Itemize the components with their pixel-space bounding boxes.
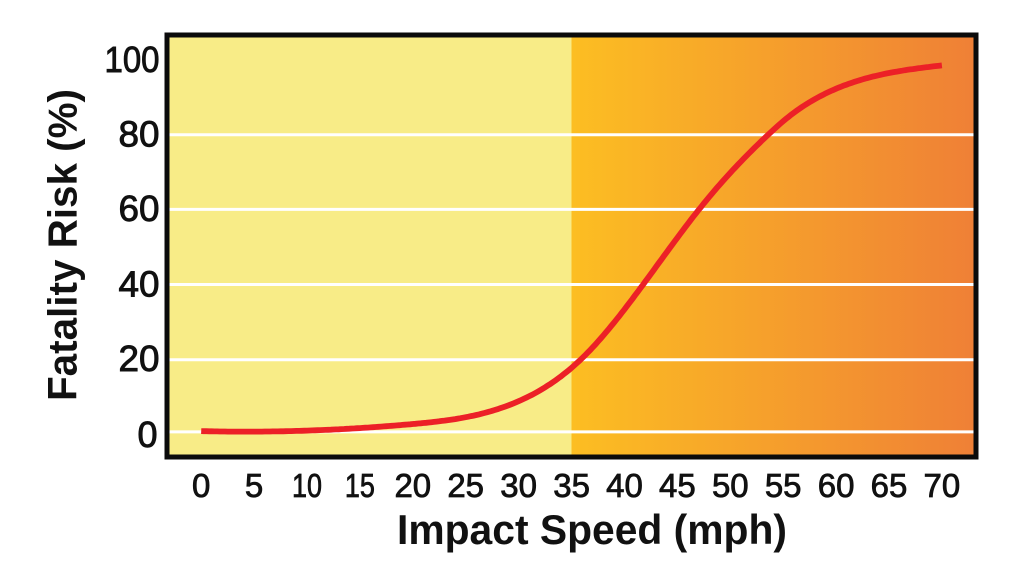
svg-text:60: 60 xyxy=(818,467,855,504)
svg-text:0: 0 xyxy=(192,467,210,504)
svg-text:15: 15 xyxy=(345,467,375,504)
svg-text:100: 100 xyxy=(105,39,160,80)
svg-text:40: 40 xyxy=(119,263,160,304)
svg-text:40: 40 xyxy=(606,467,643,504)
svg-text:65: 65 xyxy=(871,467,908,504)
svg-text:25: 25 xyxy=(447,467,484,504)
svg-text:5: 5 xyxy=(245,467,263,504)
svg-text:30: 30 xyxy=(500,467,537,504)
svg-text:0: 0 xyxy=(137,414,157,455)
svg-text:35: 35 xyxy=(553,467,590,504)
svg-text:20: 20 xyxy=(394,467,431,504)
svg-text:70: 70 xyxy=(924,467,961,504)
svg-text:Impact Speed (mph): Impact Speed (mph) xyxy=(397,506,787,553)
svg-text:45: 45 xyxy=(659,467,696,504)
svg-text:20: 20 xyxy=(119,338,160,379)
svg-text:Fatality Risk (%): Fatality Risk (%) xyxy=(40,89,86,401)
svg-text:10: 10 xyxy=(292,467,322,504)
svg-text:80: 80 xyxy=(119,114,160,155)
svg-text:60: 60 xyxy=(119,188,160,229)
svg-text:55: 55 xyxy=(765,467,802,504)
svg-text:50: 50 xyxy=(712,467,749,504)
